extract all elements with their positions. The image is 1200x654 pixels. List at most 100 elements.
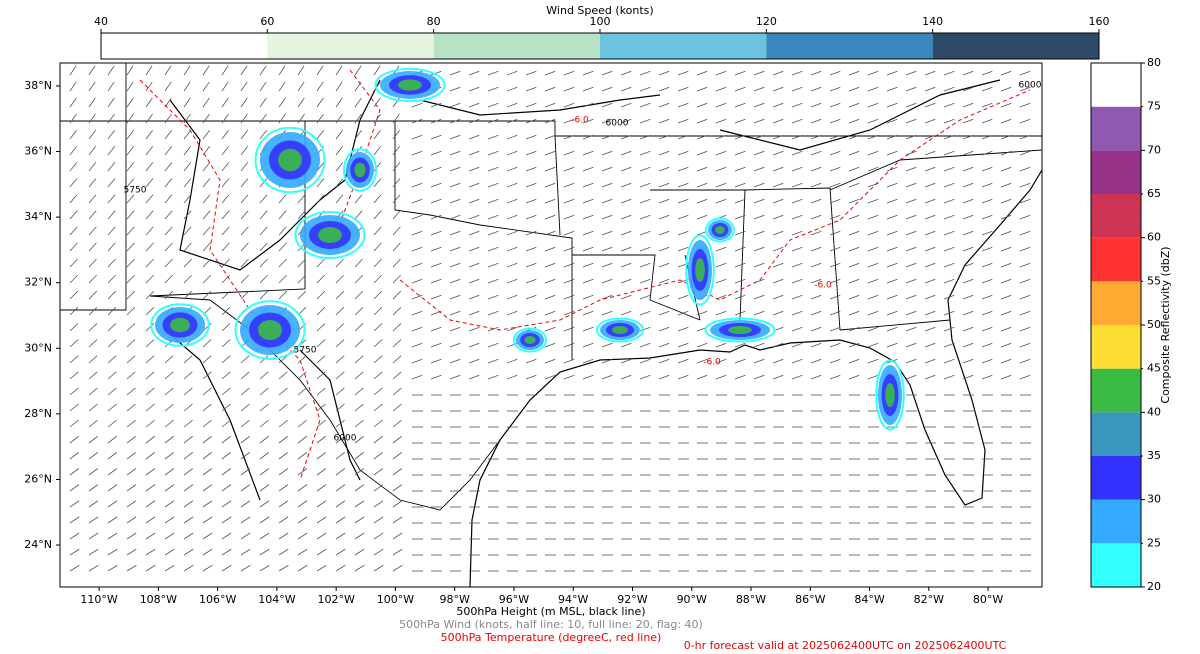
wind-barb: [411, 230, 423, 236]
wind-barb: [487, 310, 499, 316]
wind-barb: [506, 374, 518, 380]
wind-barb: [791, 134, 803, 140]
wind-barb: [392, 468, 403, 476]
wind-barb: [981, 278, 993, 284]
wind-barb: [639, 326, 651, 332]
wind-barb: [411, 166, 423, 172]
wind-barb: [829, 374, 841, 380]
wind-barb: [392, 339, 402, 348]
wind-barb: [658, 70, 670, 76]
echo: [278, 148, 302, 172]
wind-barb: [392, 500, 403, 508]
wind-barb: [411, 246, 423, 252]
wind-barb: [544, 358, 556, 364]
wind-barb: [905, 150, 917, 156]
wind-barb: [297, 435, 307, 444]
wind-barb: [582, 70, 594, 76]
wind-barb: [335, 516, 346, 524]
wind-barb: [734, 342, 746, 348]
wind-barb: [772, 150, 784, 156]
wind-barb: [221, 274, 230, 284]
wind-barb: [392, 307, 402, 316]
wind-barb: [677, 70, 689, 76]
wind-barb: [715, 70, 727, 76]
wind-barb: [221, 371, 231, 380]
wind-barb: [316, 548, 327, 556]
wind-barb: [601, 134, 613, 140]
wind-barb: [810, 278, 822, 284]
wind-barb: [373, 452, 384, 460]
wind-barb: [563, 134, 575, 140]
wind-barb: [449, 358, 461, 364]
wind-barb: [829, 118, 841, 124]
wind-barb: [373, 242, 382, 252]
wind-color-bin: [101, 33, 268, 59]
wind-barb: [734, 374, 746, 380]
wind-barb: [525, 182, 537, 188]
wind-barb: [183, 548, 194, 556]
wind-barb: [221, 194, 230, 204]
wind-barb: [430, 134, 442, 140]
wind-barb: [278, 419, 288, 428]
wind-barb: [145, 564, 156, 572]
wind-barb: [943, 326, 955, 332]
wind-barb: [582, 134, 594, 140]
wind-barb: [886, 102, 898, 108]
wind-barb: [69, 403, 79, 412]
wind-barb: [943, 86, 955, 92]
wind-barb: [126, 81, 134, 92]
wind-barb: [506, 294, 518, 300]
wind-barb: [848, 150, 860, 156]
wind-barb: [297, 468, 308, 476]
reflectivity-tick-label: 65: [1147, 187, 1161, 200]
reflectivity-tick-label: 60: [1147, 231, 1161, 244]
wind-barb: [791, 214, 803, 220]
wind-barb: [164, 532, 175, 540]
wind-barb: [373, 226, 382, 236]
wind-barb: [601, 214, 613, 220]
wind-barb: [354, 355, 364, 364]
wind-barb: [221, 516, 232, 524]
wind-barb: [1019, 326, 1031, 332]
wind-barb: [202, 532, 213, 540]
wind-barb: [829, 278, 841, 284]
wind-barb: [753, 262, 765, 268]
wind-barb: [905, 358, 917, 364]
wind-barb: [316, 81, 324, 92]
wind-barb: [905, 182, 917, 188]
wind-barb: [373, 258, 382, 268]
wind-barb: [354, 65, 362, 76]
wind-barb: [430, 150, 442, 156]
wind-barb: [449, 294, 461, 300]
wind-barb: [1000, 182, 1012, 188]
wind-barb: [810, 134, 822, 140]
wind-barb: [145, 226, 154, 236]
wind-barb: [772, 86, 784, 92]
wind-barb: [221, 97, 229, 108]
wind-barb: [316, 355, 326, 364]
wind-barb: [411, 358, 423, 364]
wind-barb: [1019, 310, 1031, 316]
wind-barb: [126, 226, 135, 236]
wind-barb: [924, 70, 936, 76]
wind-barb: [107, 113, 115, 124]
wind-barb: [772, 358, 784, 364]
wind-barb: [677, 134, 689, 140]
wind-barb: [69, 468, 80, 476]
wind-barb: [373, 307, 383, 316]
wind-barb: [734, 278, 746, 284]
wind-barb: [354, 371, 364, 380]
wind-barb: [221, 500, 232, 508]
wind-barb: [924, 246, 936, 252]
wind-barb: [335, 307, 345, 316]
wind-barb: [240, 435, 250, 444]
wind-barb: [392, 146, 401, 156]
wind-barb: [240, 532, 251, 540]
wind-barb: [69, 242, 78, 252]
wind-barb: [696, 86, 708, 92]
wind-barb: [107, 516, 118, 524]
wind-barb: [772, 214, 784, 220]
wind-barb: [259, 194, 268, 204]
echo: [258, 320, 282, 340]
wind-barb: [126, 548, 137, 556]
